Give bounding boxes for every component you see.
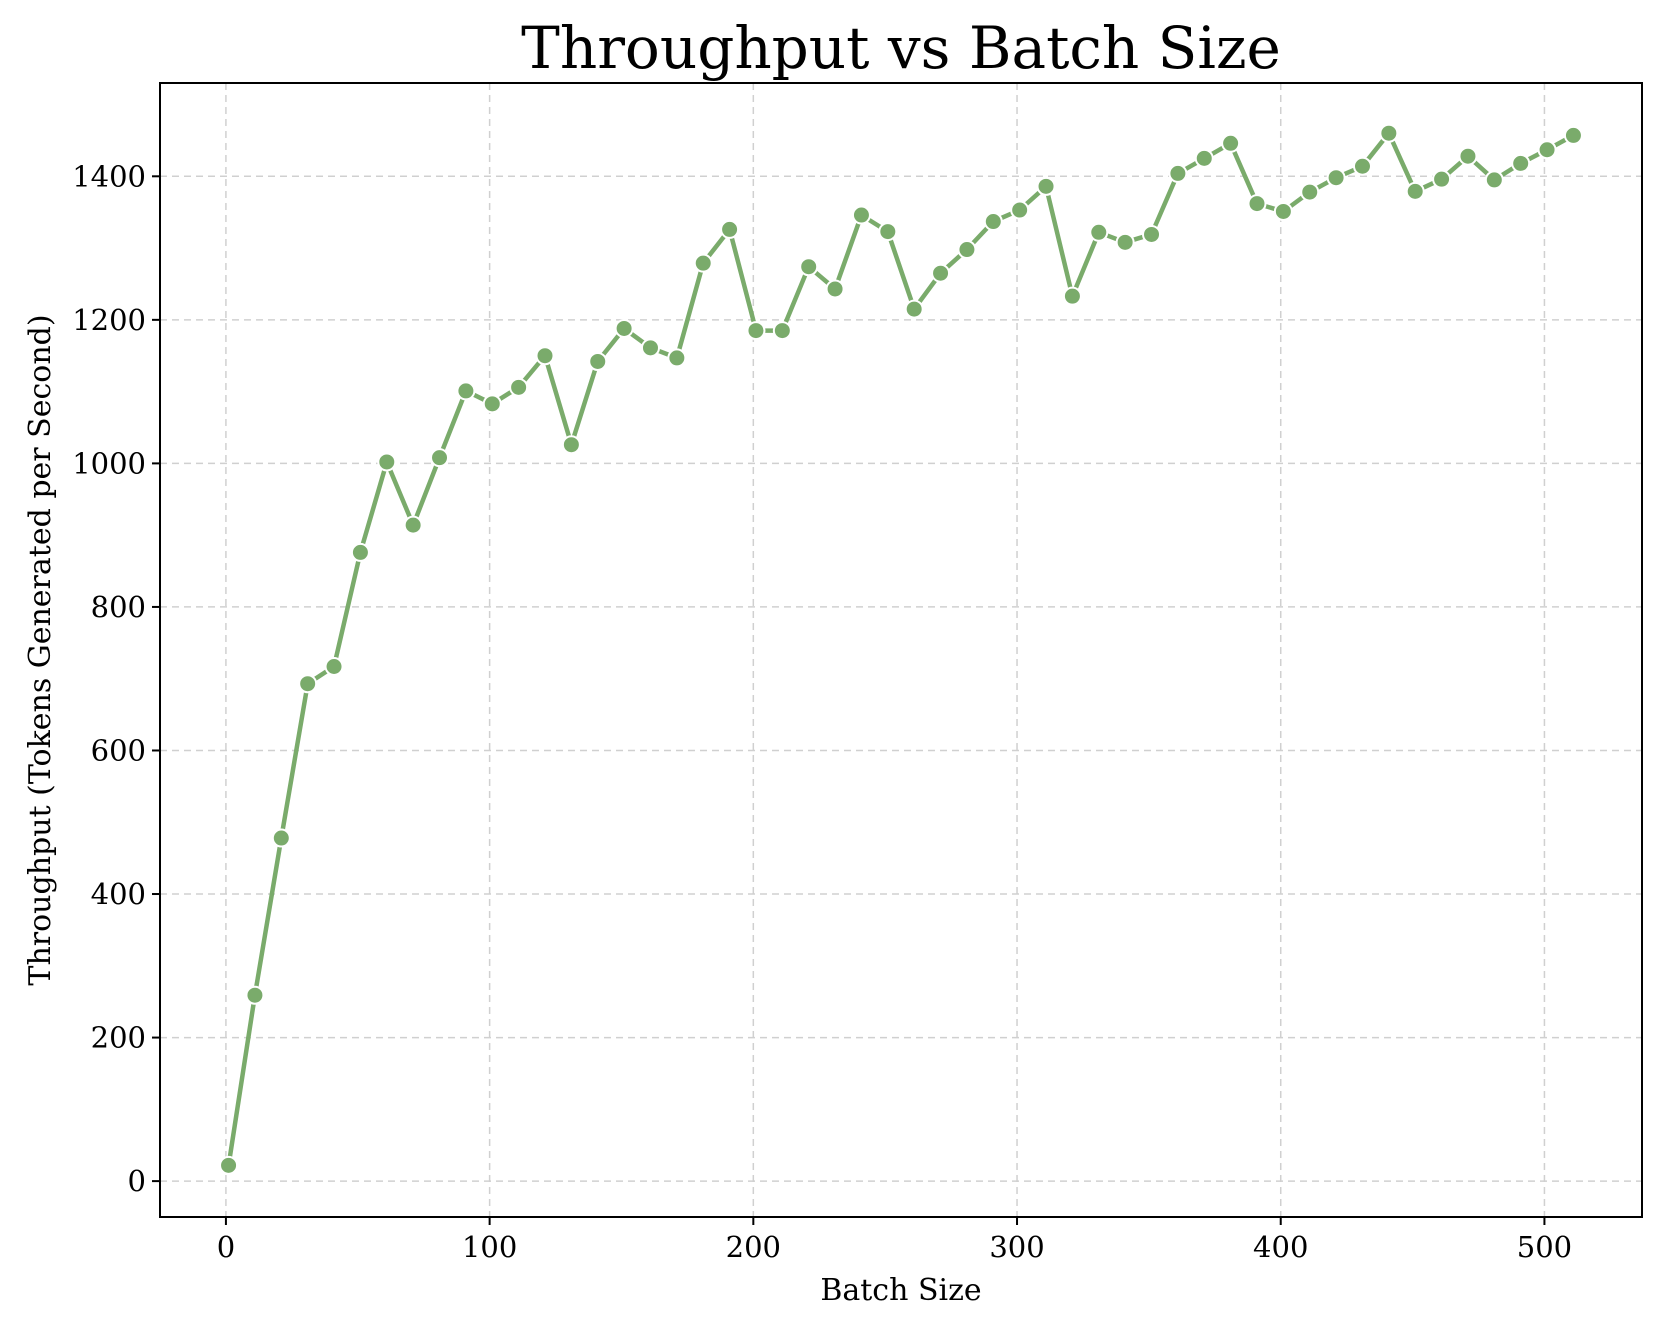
chart-title: Throughput vs Batch Size	[521, 14, 1281, 82]
data-point	[1458, 146, 1478, 166]
data-point	[1352, 156, 1372, 176]
data-point	[851, 205, 871, 225]
data-point	[1300, 182, 1320, 202]
data-point	[1563, 125, 1583, 145]
data-point	[931, 263, 951, 283]
data-point	[1511, 153, 1531, 173]
data-point	[1326, 168, 1346, 188]
x-tick-label: 400	[1253, 1230, 1308, 1264]
data-point	[1273, 201, 1293, 221]
data-point	[983, 212, 1003, 232]
y-tick-label: 1200	[72, 303, 146, 337]
data-point	[667, 348, 687, 368]
data-point	[219, 1155, 239, 1175]
plot-frame	[159, 82, 1643, 1218]
data-point	[350, 542, 370, 562]
data-point	[456, 381, 476, 401]
data-point	[1247, 194, 1267, 214]
x-tick-label: 300	[989, 1230, 1044, 1264]
data-point	[1115, 232, 1135, 252]
y-tick-label: 800	[91, 590, 146, 624]
x-tick-label: 0	[217, 1230, 235, 1264]
series-layer	[219, 123, 1583, 1175]
data-point	[772, 321, 792, 341]
data-point	[1062, 286, 1082, 306]
y-tick-label: 1000	[72, 446, 146, 480]
data-point	[746, 321, 766, 341]
series-line	[226, 130, 1575, 1166]
data-point	[1379, 123, 1399, 143]
data-point	[1221, 133, 1241, 153]
y-tick-label: 600	[91, 733, 146, 767]
data-point	[482, 394, 502, 414]
y-tick-label: 1400	[72, 159, 146, 193]
data-point	[693, 253, 713, 273]
data-point	[271, 828, 291, 848]
data-point	[1168, 163, 1188, 183]
y-tick-label: 200	[91, 1021, 146, 1055]
x-tick-label: 100	[462, 1230, 517, 1264]
data-point	[535, 346, 555, 366]
data-point	[245, 985, 265, 1005]
y-tick-label: 400	[91, 877, 146, 911]
y-axis-label: Throughput (Tokens Generated per Second)	[23, 314, 58, 985]
data-point	[1010, 200, 1030, 220]
grid-layer	[160, 83, 1642, 1217]
data-point	[904, 299, 924, 319]
data-point	[588, 351, 608, 371]
data-point	[1432, 169, 1452, 189]
data-point	[957, 240, 977, 260]
data-point	[1036, 176, 1056, 196]
data-point	[1194, 148, 1214, 168]
data-point	[1142, 224, 1162, 244]
data-point	[825, 279, 845, 299]
data-point	[1089, 222, 1109, 242]
data-point	[430, 448, 450, 468]
x-axis-label: Batch Size	[820, 1273, 981, 1308]
data-point	[509, 377, 529, 397]
data-point	[561, 435, 581, 455]
data-point	[799, 257, 819, 277]
tick-layer: 0 100 200 300 400 500 0 200 400 600 800 1000 1200 140…	[72, 159, 1572, 1264]
data-point	[298, 674, 318, 694]
data-point	[1537, 140, 1557, 160]
x-tick-label: 200	[726, 1230, 781, 1264]
data-point	[1405, 181, 1425, 201]
data-point	[614, 318, 634, 338]
data-point	[403, 515, 423, 535]
y-tick-label: 0	[128, 1164, 146, 1198]
data-point	[324, 657, 344, 677]
data-point	[640, 338, 660, 358]
data-point	[720, 219, 740, 239]
data-point	[377, 452, 397, 472]
x-tick-label: 500	[1517, 1230, 1572, 1264]
data-point	[1484, 170, 1504, 190]
data-point	[878, 222, 898, 242]
